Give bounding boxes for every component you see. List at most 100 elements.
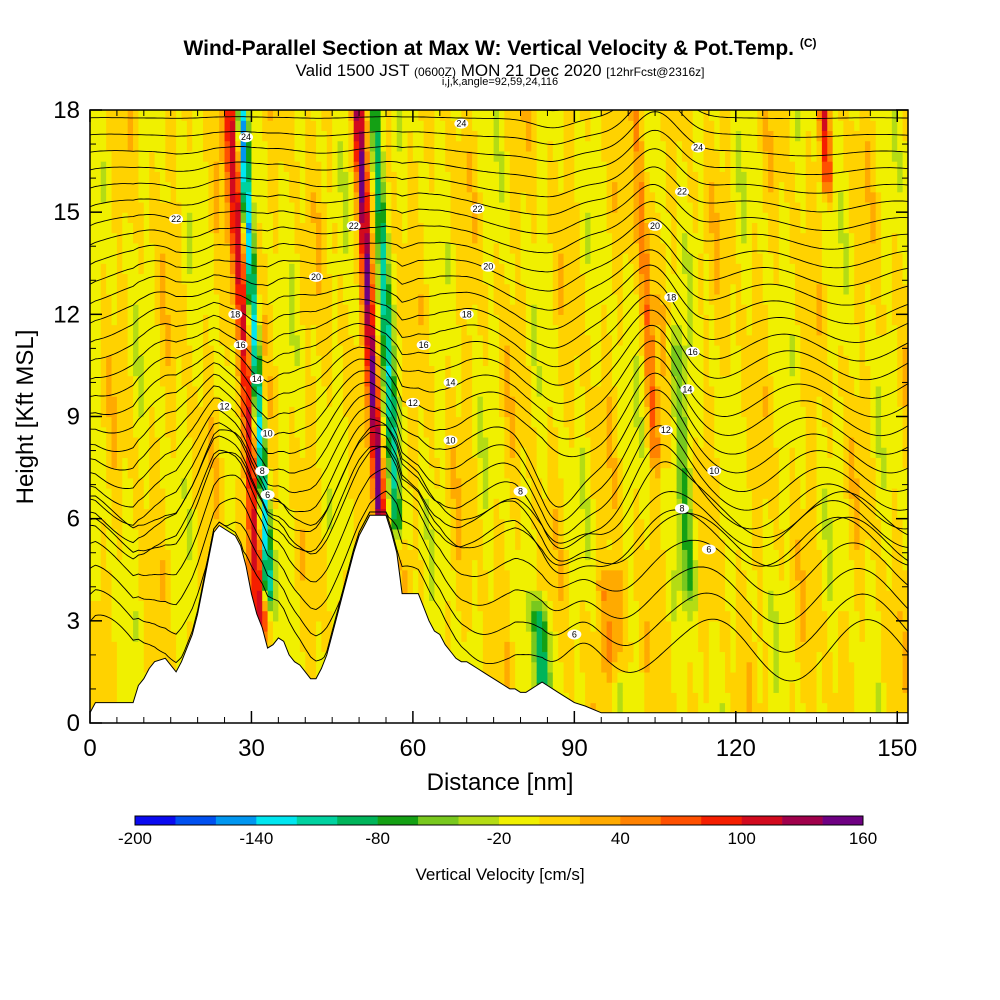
velocity-cell — [127, 416, 134, 428]
velocity-cell — [289, 232, 296, 244]
velocity-cell — [127, 314, 134, 326]
velocity-cell — [294, 253, 301, 264]
velocity-cell — [509, 498, 516, 510]
velocity-cell — [337, 488, 344, 499]
velocity-cell — [203, 477, 209, 489]
velocity-cell — [310, 324, 317, 336]
velocity-cell — [289, 610, 296, 622]
velocity-cell — [176, 457, 183, 469]
velocity-cell — [224, 201, 231, 213]
velocity-cell — [504, 467, 511, 479]
velocity-cell — [310, 232, 317, 244]
velocity-cell — [321, 110, 328, 121]
velocity-cell — [289, 304, 296, 315]
velocity-cell — [337, 467, 344, 479]
velocity-cell — [525, 283, 532, 295]
velocity-cell — [364, 447, 371, 458]
velocity-cell — [159, 222, 166, 234]
velocity-cell — [482, 181, 489, 193]
velocity-cell — [515, 171, 522, 183]
velocity-cell — [418, 171, 425, 183]
velocity-cell — [499, 253, 505, 264]
velocity-cell — [407, 457, 414, 469]
velocity-cell — [116, 130, 123, 142]
velocity-cell — [461, 181, 468, 193]
velocity-cell — [418, 528, 425, 540]
velocity-cell — [391, 120, 398, 132]
velocity-cell — [439, 385, 446, 397]
velocity-cell — [402, 344, 409, 356]
velocity-cell — [445, 171, 452, 183]
velocity-cell — [111, 365, 118, 377]
velocity-cell — [100, 191, 107, 203]
velocity-cell — [90, 355, 96, 367]
velocity-cell — [262, 110, 269, 121]
velocity-cell — [106, 212, 113, 223]
velocity-cell — [499, 324, 505, 336]
velocity-cell — [407, 426, 414, 438]
velocity-cell — [499, 201, 505, 213]
velocity-cell — [283, 498, 290, 510]
velocity-cell — [90, 610, 96, 622]
velocity-cell — [402, 375, 409, 387]
velocity-cell — [353, 498, 360, 510]
velocity-cell — [229, 110, 236, 121]
velocity-cell — [186, 263, 193, 275]
velocity-cell — [133, 559, 140, 571]
velocity-cell — [321, 590, 328, 601]
velocity-cell — [482, 293, 489, 305]
velocity-cell — [213, 120, 220, 132]
velocity-cell — [262, 263, 269, 275]
velocity-cell — [256, 426, 263, 438]
velocity-cell — [353, 365, 360, 377]
velocity-cell — [359, 304, 366, 315]
velocity-cell — [466, 212, 473, 223]
velocity-cell — [272, 304, 279, 315]
velocity-cell — [450, 140, 457, 152]
velocity-cell — [531, 549, 538, 561]
velocity-cell — [375, 130, 382, 142]
velocity-cell — [418, 150, 425, 162]
velocity-cell — [412, 569, 419, 581]
velocity-cell — [106, 590, 113, 601]
velocity-cell — [111, 579, 118, 591]
velocity-cell — [170, 253, 177, 264]
velocity-cell — [310, 661, 317, 673]
velocity-cell — [181, 201, 188, 213]
velocity-cell — [138, 508, 145, 520]
velocity-cell — [488, 579, 495, 591]
velocity-cell — [170, 426, 177, 438]
velocity-cell — [122, 396, 129, 407]
velocity-cell — [299, 304, 306, 315]
velocity-cell — [477, 528, 484, 540]
velocity-cell — [138, 150, 145, 162]
velocity-cell — [235, 365, 242, 377]
velocity-cell — [472, 110, 479, 121]
velocity-cell — [133, 365, 140, 377]
velocity-cell — [466, 334, 473, 346]
velocity-cell — [488, 232, 495, 244]
velocity-cell — [159, 610, 166, 622]
velocity-cell — [509, 283, 516, 295]
velocity-cell — [423, 569, 430, 581]
velocity-cell — [224, 232, 231, 244]
velocity-cell — [402, 232, 409, 244]
velocity-cell — [256, 365, 263, 377]
velocity-cell — [434, 477, 441, 489]
velocity-cell — [262, 150, 269, 162]
velocity-cell — [203, 140, 209, 152]
velocity-cell — [434, 528, 441, 540]
velocity-cell — [122, 293, 129, 305]
velocity-cell — [138, 222, 145, 234]
velocity-cell — [246, 110, 253, 121]
velocity-cell — [348, 283, 355, 295]
velocity-cell — [90, 273, 96, 285]
velocity-cell — [229, 477, 236, 489]
velocity-cell — [412, 426, 419, 438]
velocity-cell — [461, 242, 468, 254]
velocity-cell — [412, 161, 419, 172]
velocity-cell — [509, 600, 516, 612]
velocity-cell — [95, 212, 102, 223]
velocity-cell — [418, 201, 425, 213]
velocity-cell — [316, 375, 323, 387]
